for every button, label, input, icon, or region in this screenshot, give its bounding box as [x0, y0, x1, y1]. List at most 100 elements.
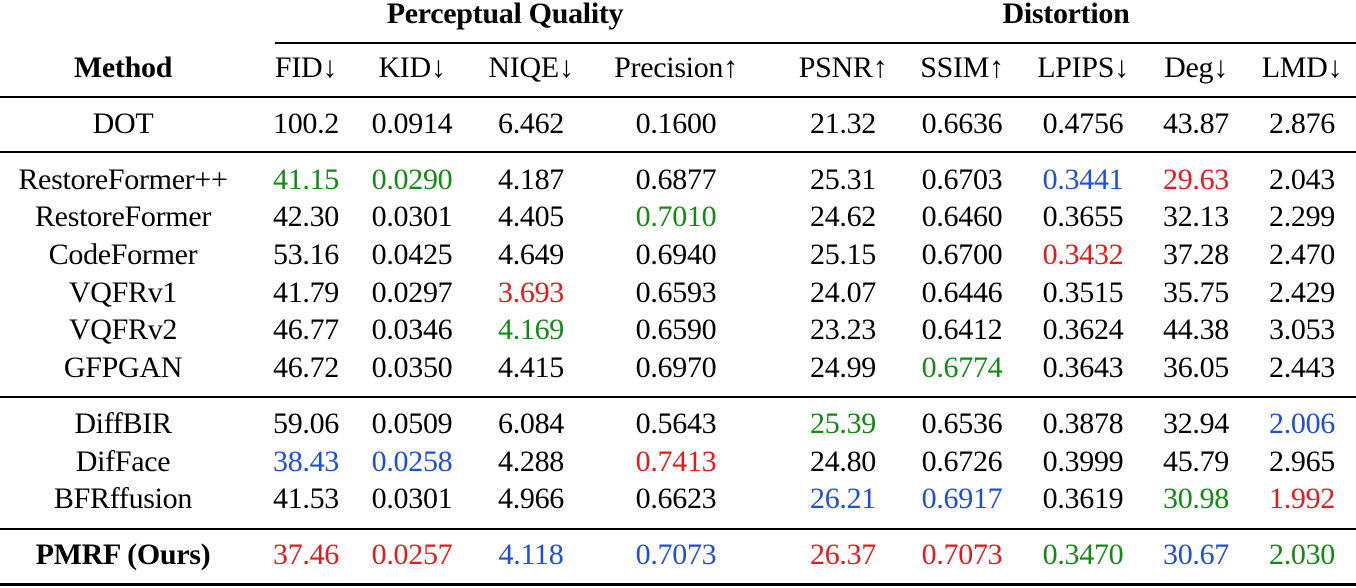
column-header: Deg↓ [1164, 51, 1228, 84]
table-cell: 23.23 [809, 313, 877, 346]
table-cell: 0.3878 [1042, 407, 1124, 440]
table-cell: 36.05 [1162, 351, 1230, 384]
header-subrule [275, 42, 1356, 44]
table-cell: 0.0350 [371, 351, 453, 384]
table-cell: 0.7413 [635, 445, 717, 478]
method-name: DOT [92, 107, 154, 140]
table-cell: 24.80 [809, 445, 877, 478]
table-cell: 4.169 [497, 313, 565, 346]
table-cell: 0.0346 [371, 313, 453, 346]
table-cell: 0.6412 [921, 313, 1003, 346]
table-cell: 0.6774 [921, 351, 1003, 384]
column-header: FID↓ [274, 51, 338, 84]
table-cell: 0.0301 [371, 200, 453, 233]
table-cell: 45.79 [1162, 445, 1230, 478]
table-cell: 41.53 [272, 482, 340, 515]
table-cell: 0.1600 [635, 107, 717, 140]
table-cell: 2.443 [1268, 351, 1336, 384]
column-header: LMD↓ [1261, 51, 1343, 84]
table-cell: 25.31 [809, 163, 877, 196]
table-cell: 29.63 [1162, 163, 1230, 196]
table-cell: 0.0290 [371, 163, 453, 196]
table-cell: 0.3624 [1042, 313, 1124, 346]
method-name: RestoreFormer++ [18, 163, 228, 196]
method-name: DiffBIR [74, 407, 172, 440]
table-cell: 4.187 [497, 163, 565, 196]
table-cell: 0.6446 [921, 276, 1003, 309]
table-cell: 0.4756 [1042, 107, 1124, 140]
table-cell: 30.98 [1162, 482, 1230, 515]
rule-below-gan-methods [0, 396, 1356, 398]
table-cell: 4.288 [497, 445, 565, 478]
group-header: Distortion [1002, 0, 1130, 30]
table-cell: 0.0914 [371, 107, 453, 140]
table-cell: 0.7073 [635, 538, 717, 571]
table-cell: 0.3432 [1042, 238, 1124, 271]
table-cell: 4.415 [497, 351, 565, 384]
table-cell: 6.084 [497, 407, 565, 440]
table-cell: 2.429 [1268, 276, 1336, 309]
table-cell: 4.405 [497, 200, 565, 233]
table-cell: 0.3470 [1042, 538, 1124, 571]
table-cell: 0.6700 [921, 238, 1003, 271]
method-name: PMRF (Ours) [35, 538, 211, 571]
table-cell: 0.6536 [921, 407, 1003, 440]
table-cell: 2.299 [1268, 200, 1336, 233]
table-cell: 46.72 [272, 351, 340, 384]
table-cell: 0.3441 [1042, 163, 1124, 196]
table-cell: 37.46 [272, 538, 340, 571]
method-name: GFPGAN [63, 351, 183, 384]
table-cell: 53.16 [272, 238, 340, 271]
table-cell: 44.38 [1162, 313, 1230, 346]
column-header: KID↓ [378, 51, 446, 84]
table-cell: 4.966 [497, 482, 565, 515]
method-name: VQFRv2 [68, 313, 178, 346]
table-cell: 0.0509 [371, 407, 453, 440]
group-header: Perceptual Quality [386, 0, 624, 30]
table-cell: 3.053 [1268, 313, 1336, 346]
table-cell: 100.2 [272, 107, 340, 140]
table-cell: 0.6623 [635, 482, 717, 515]
table-cell: 0.6917 [921, 482, 1003, 515]
table-cell: 1.992 [1268, 482, 1336, 515]
table-cell: 25.39 [809, 407, 877, 440]
column-header: SSIM↑ [920, 51, 1004, 84]
table-cell: 32.13 [1162, 200, 1230, 233]
rule-below-dot [0, 151, 1356, 153]
table-cell: 0.6460 [921, 200, 1003, 233]
method-name: DifFace [75, 445, 171, 478]
table-cell: 2.030 [1268, 538, 1336, 571]
table-cell: 0.5643 [635, 407, 717, 440]
table-cell: 41.15 [272, 163, 340, 196]
table-cell: 26.21 [809, 482, 877, 515]
table-cell: 0.0257 [371, 538, 453, 571]
rule-below-header [0, 96, 1356, 98]
table-cell: 4.118 [498, 538, 564, 571]
table-cell: 41.79 [272, 276, 340, 309]
table-cell: 0.0301 [371, 482, 453, 515]
table-cell: 24.07 [809, 276, 877, 309]
method-name: BFRffusion [53, 482, 193, 515]
table-cell: 42.30 [272, 200, 340, 233]
column-header: LPIPS↓ [1037, 51, 1129, 84]
table-cell: 0.0258 [371, 445, 453, 478]
table-cell: 4.649 [497, 238, 565, 271]
column-header: NIQE↓ [488, 51, 574, 84]
table-cell: 0.3655 [1042, 200, 1124, 233]
table-cell: 6.462 [497, 107, 565, 140]
table-cell: 0.0425 [371, 238, 453, 271]
table-cell: 30.67 [1162, 538, 1230, 571]
column-header: Precision↑ [614, 51, 738, 84]
table-cell: 25.15 [809, 238, 877, 271]
table-cell: 43.87 [1162, 107, 1230, 140]
table-cell: 46.77 [272, 313, 340, 346]
table-cell: 37.28 [1162, 238, 1230, 271]
rule-above-ours [0, 528, 1356, 530]
table-cell: 0.6636 [921, 107, 1003, 140]
bottom-rule [0, 583, 1356, 586]
table-cell: 0.6940 [635, 238, 717, 271]
table-cell: 59.06 [272, 407, 340, 440]
table-cell: 0.3515 [1042, 276, 1124, 309]
table-cell: 38.43 [272, 445, 340, 478]
table-cell: 0.6970 [635, 351, 717, 384]
